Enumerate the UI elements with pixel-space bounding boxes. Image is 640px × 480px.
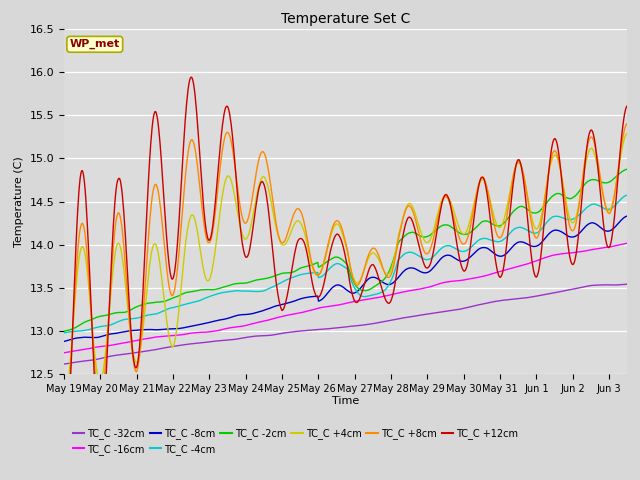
TC_C -2cm — [545, 197, 553, 203]
TC_C -32cm — [545, 291, 553, 297]
TC_C +8cm — [545, 167, 553, 173]
TC_C -32cm — [60, 361, 68, 367]
TC_C +8cm — [95, 396, 102, 402]
TC_C -8cm — [95, 335, 102, 340]
Line: TC_C +8cm: TC_C +8cm — [64, 123, 627, 426]
Line: TC_C -32cm: TC_C -32cm — [64, 284, 627, 364]
Line: TC_C +12cm: TC_C +12cm — [64, 77, 627, 469]
Y-axis label: Temperature (C): Temperature (C) — [14, 156, 24, 247]
TC_C +4cm — [387, 267, 395, 273]
TC_C -32cm — [623, 281, 631, 287]
TC_C +4cm — [487, 202, 495, 208]
TC_C -4cm — [95, 324, 102, 330]
TC_C +8cm — [487, 206, 495, 212]
TC_C -2cm — [402, 232, 410, 238]
TC_C -16cm — [387, 292, 395, 298]
Line: TC_C -16cm: TC_C -16cm — [64, 243, 627, 353]
TC_C -32cm — [387, 317, 395, 323]
TC_C -16cm — [545, 253, 553, 259]
TC_C -16cm — [419, 286, 427, 291]
TC_C -8cm — [60, 338, 68, 344]
TC_C +12cm — [488, 229, 496, 235]
TC_C +12cm — [403, 218, 410, 224]
TC_C -8cm — [402, 267, 410, 273]
TC_C -2cm — [387, 264, 395, 269]
TC_C +4cm — [623, 131, 631, 136]
TC_C -4cm — [402, 250, 410, 256]
TC_C -2cm — [95, 314, 102, 320]
TC_C -2cm — [623, 166, 631, 172]
Line: TC_C -4cm: TC_C -4cm — [64, 195, 627, 333]
Text: WP_met: WP_met — [70, 39, 120, 49]
TC_C +8cm — [419, 245, 427, 251]
TC_C +4cm — [402, 205, 410, 211]
TC_C -32cm — [487, 300, 495, 305]
TC_C -32cm — [95, 356, 102, 362]
TC_C -16cm — [402, 288, 410, 294]
TC_C +8cm — [387, 272, 395, 277]
Line: TC_C +4cm: TC_C +4cm — [64, 133, 627, 405]
Line: TC_C -8cm: TC_C -8cm — [64, 216, 627, 341]
TC_C -4cm — [623, 192, 631, 198]
TC_C -16cm — [60, 350, 68, 356]
TC_C -8cm — [623, 213, 631, 219]
Title: Temperature Set C: Temperature Set C — [281, 12, 410, 26]
TC_C +8cm — [402, 206, 410, 212]
TC_C -4cm — [545, 217, 553, 223]
TC_C +4cm — [60, 402, 68, 408]
TC_C +8cm — [623, 120, 631, 126]
TC_C +12cm — [388, 296, 396, 301]
TC_C -8cm — [419, 270, 427, 276]
TC_C +8cm — [60, 423, 68, 429]
TC_C -16cm — [623, 240, 631, 246]
TC_C -16cm — [487, 271, 495, 277]
TC_C -4cm — [487, 237, 495, 243]
X-axis label: Time: Time — [332, 396, 359, 406]
TC_C -32cm — [402, 314, 410, 320]
TC_C +4cm — [95, 376, 102, 382]
TC_C -8cm — [387, 281, 395, 287]
TC_C -2cm — [419, 234, 427, 240]
TC_C +12cm — [95, 432, 102, 438]
TC_C -4cm — [387, 278, 395, 284]
Legend: TC_C -32cm, TC_C -16cm, TC_C -8cm, TC_C -4cm, TC_C -2cm, TC_C +4cm, TC_C +8cm, T: TC_C -32cm, TC_C -16cm, TC_C -8cm, TC_C … — [69, 424, 522, 459]
TC_C -16cm — [95, 344, 102, 350]
TC_C +12cm — [187, 74, 195, 80]
TC_C -2cm — [60, 328, 68, 334]
TC_C -2cm — [487, 220, 495, 226]
TC_C +12cm — [60, 467, 68, 472]
TC_C +4cm — [419, 234, 427, 240]
TC_C -8cm — [487, 248, 495, 254]
TC_C -4cm — [419, 255, 427, 261]
TC_C +4cm — [545, 169, 553, 175]
TC_C +12cm — [623, 103, 631, 109]
TC_C -32cm — [419, 312, 427, 318]
TC_C +12cm — [420, 260, 428, 265]
Line: TC_C -2cm: TC_C -2cm — [64, 169, 627, 331]
TC_C -8cm — [545, 231, 553, 237]
TC_C -4cm — [60, 330, 68, 336]
TC_C +12cm — [546, 160, 554, 166]
